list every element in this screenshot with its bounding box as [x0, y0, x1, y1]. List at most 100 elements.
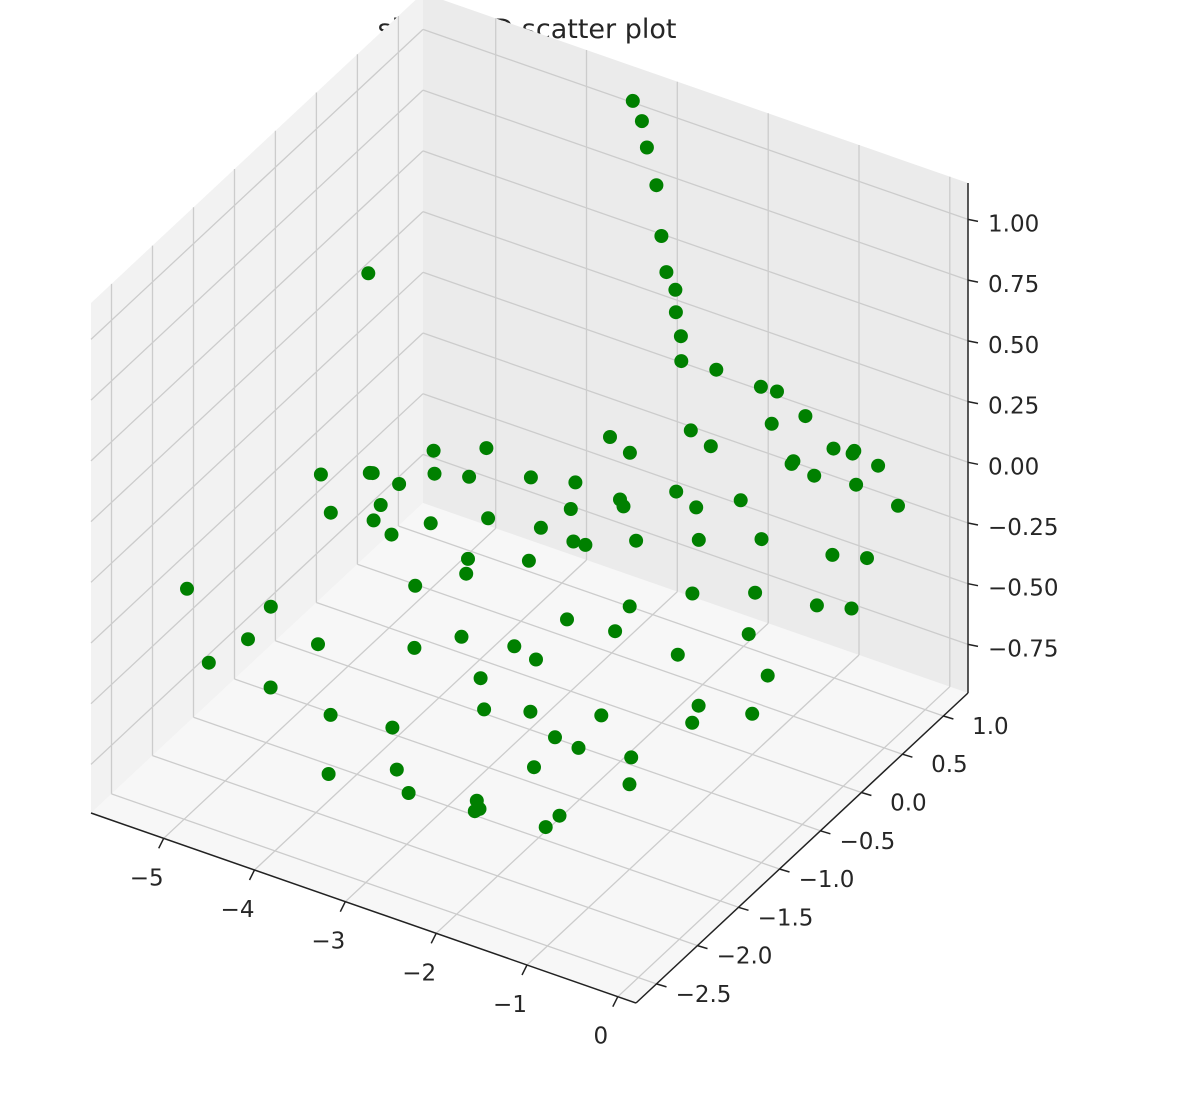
axis-panes [91, 0, 968, 1003]
grid-line-x-floor [617, 686, 951, 998]
data-point [454, 629, 469, 644]
data-point [733, 493, 748, 508]
y-tick [779, 868, 790, 873]
data-point [473, 671, 488, 686]
grid-line-z-left [90, 393, 424, 705]
data-point [670, 647, 685, 662]
y-axis-line [635, 692, 969, 1004]
data-point [548, 730, 562, 745]
grid-line-z-left [90, 271, 424, 583]
data-point [366, 513, 381, 528]
data-point [571, 740, 586, 755]
data-point [625, 93, 640, 108]
z-tick [967, 279, 979, 283]
data-point [845, 446, 860, 461]
y-tick [697, 944, 708, 950]
data-point [649, 178, 664, 193]
axis-lines [90, 183, 969, 1004]
x-tick-label: −3 [311, 929, 345, 955]
data-point [201, 655, 216, 670]
data-point [608, 624, 623, 639]
y-tick-label: −1.0 [799, 867, 855, 893]
y-tick [861, 791, 872, 797]
z-tick-label: −0.75 [988, 636, 1058, 662]
data-point [427, 466, 442, 481]
data-point [784, 456, 799, 471]
z-tick [967, 522, 979, 526]
grid-line-z-left [90, 453, 424, 765]
data-point [654, 229, 669, 243]
grid-line-y-floor [275, 640, 821, 832]
data-point [683, 423, 698, 438]
x-tick-label: −5 [130, 865, 164, 891]
y-tick [902, 753, 913, 758]
grid-line-z-back [422, 393, 969, 585]
z-tick-label: 1.00 [988, 211, 1039, 237]
data-point [566, 534, 581, 549]
data-point [703, 439, 718, 454]
x-tick [248, 869, 256, 881]
grid-line-z-back [422, 453, 969, 646]
data-point [507, 639, 522, 654]
data-point [527, 760, 541, 775]
data-point [479, 441, 494, 456]
data-point [669, 484, 684, 499]
data-point [389, 762, 404, 777]
data-point [685, 586, 700, 601]
data-point [891, 498, 905, 513]
scatter-points [180, 93, 905, 835]
data-point [674, 354, 689, 369]
data-point [622, 445, 637, 460]
y-tick-label: 0.5 [931, 752, 968, 778]
axis-ticks: −5−4−3−2−10−2.5−2.0−1.5−1.0−0.50.00.51.0… [130, 211, 1059, 1049]
grid-line-z-back [422, 210, 969, 403]
data-point [477, 702, 492, 717]
z-tick [967, 461, 979, 466]
data-point [408, 578, 423, 593]
data-point [373, 498, 388, 512]
grid-line-x-floor [254, 559, 587, 871]
z-tick [967, 643, 979, 648]
y-tick [943, 715, 954, 720]
grid-line-y-floor [152, 754, 698, 947]
data-point [384, 527, 399, 542]
x-tick-label: 0 [593, 1024, 608, 1050]
z-tick-label: −0.25 [988, 515, 1058, 541]
z-tick [967, 340, 979, 344]
z-tick-label: −0.50 [988, 576, 1058, 602]
data-point [180, 581, 194, 596]
grid-line-x-floor [435, 622, 769, 934]
data-point [563, 502, 578, 516]
data-point [764, 416, 779, 431]
data-point [263, 680, 278, 695]
data-point [616, 499, 631, 514]
x-tick [339, 901, 346, 913]
back-pane [423, 0, 968, 693]
data-point [392, 477, 407, 491]
data-point [634, 114, 649, 129]
data-point [760, 668, 775, 683]
y-tick-label: 1.0 [972, 714, 1009, 740]
data-point [622, 599, 637, 614]
data-point [461, 551, 475, 566]
data-point [849, 477, 864, 492]
y-tick [738, 906, 749, 912]
data-point [770, 384, 784, 399]
data-point [467, 804, 482, 819]
data-point [426, 443, 441, 458]
grid-line-z-left [90, 28, 424, 340]
data-point [361, 266, 376, 281]
data-point [401, 786, 416, 800]
grid-line-z-left [90, 332, 424, 644]
data-point [691, 532, 706, 547]
x-tick [612, 996, 619, 1008]
left-pane [91, 0, 423, 813]
data-point [685, 715, 700, 730]
grid-line-y-floor [111, 793, 657, 985]
x-tick-label: −4 [221, 897, 255, 923]
grid-line-z-back [422, 150, 969, 342]
data-point [568, 475, 583, 490]
data-point [362, 465, 377, 480]
grid-line-z-left [90, 150, 424, 462]
data-point [691, 698, 706, 713]
